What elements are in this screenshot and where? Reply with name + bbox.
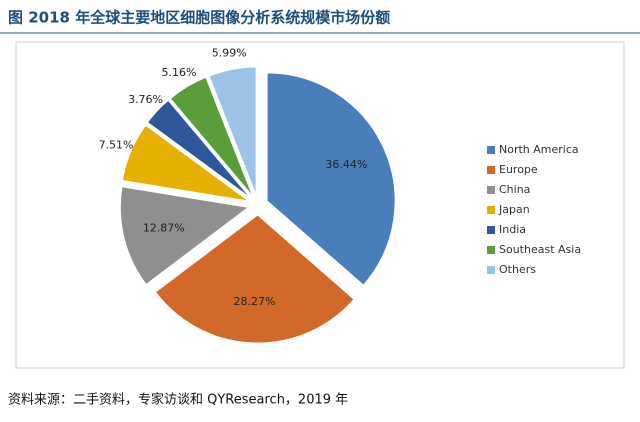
legend-swatch bbox=[487, 266, 495, 274]
pie-slice bbox=[121, 124, 250, 202]
legend-label: India bbox=[499, 223, 526, 236]
source-note: 资料来源：二手资料，专家访谈和 QYResearch，2019 年 bbox=[8, 392, 348, 408]
legend-label: Europe bbox=[499, 163, 538, 176]
value-label: 5.16% bbox=[162, 66, 197, 79]
value-label: 12.87% bbox=[143, 221, 185, 234]
pie-slice bbox=[154, 214, 355, 344]
legend-swatch bbox=[487, 226, 495, 234]
legend-label: Japan bbox=[498, 203, 530, 216]
chart-frame bbox=[15, 41, 625, 369]
legend-swatch bbox=[487, 186, 495, 194]
chart-title: 图 2018 年全球主要地区细胞图像分析系统规模市场份额 bbox=[8, 9, 390, 27]
legend-label: Others bbox=[499, 263, 536, 276]
value-label: 7.51% bbox=[99, 138, 134, 151]
legend-swatch bbox=[487, 166, 495, 174]
pie-slice bbox=[119, 186, 250, 286]
value-label: 36.44% bbox=[325, 158, 367, 171]
legend-swatch bbox=[487, 206, 495, 214]
value-label: 5.99% bbox=[212, 47, 247, 60]
value-label: 28.27% bbox=[234, 295, 276, 308]
value-label: 3.76% bbox=[128, 93, 163, 106]
pie-slice bbox=[208, 66, 257, 196]
pie-slice bbox=[146, 99, 252, 199]
legend-label: China bbox=[499, 183, 530, 196]
legend-label: North America bbox=[499, 143, 579, 156]
legend-label: Southeast Asia bbox=[499, 243, 581, 256]
legend-swatch bbox=[487, 146, 495, 154]
pie-slice bbox=[169, 76, 254, 197]
pie-slice bbox=[266, 72, 396, 286]
legend-swatch bbox=[487, 246, 495, 254]
